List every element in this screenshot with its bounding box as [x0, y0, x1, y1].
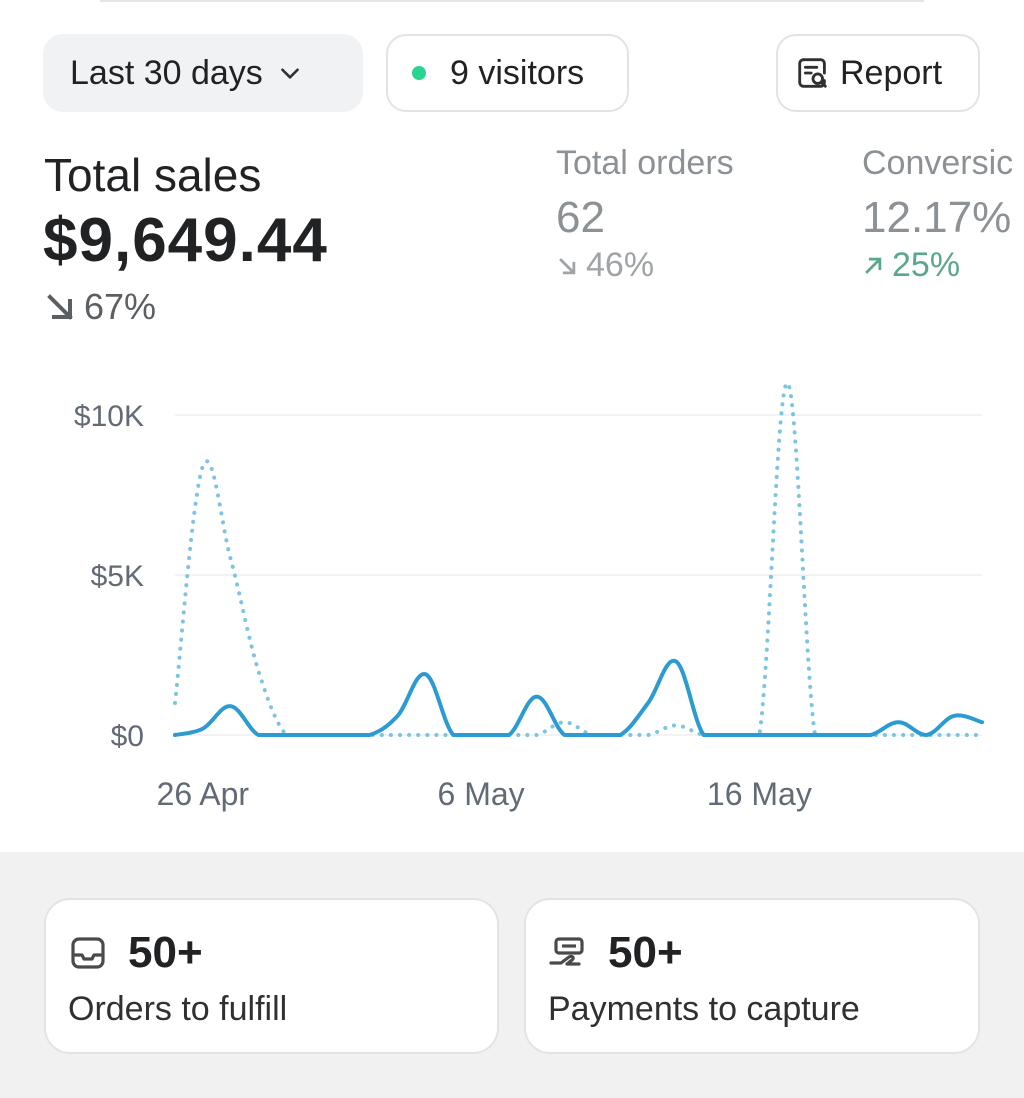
- date-range-label: Last 30 days: [70, 53, 263, 92]
- total-sales-value: $9,649.44: [43, 206, 328, 275]
- sales-chart: $10K $5K $0 26 Apr 6 May 16 May: [74, 381, 984, 812]
- y-tick-label: $0: [111, 720, 144, 753]
- orders-count-row: 50+: [68, 928, 203, 978]
- orders-count: 50+: [128, 928, 203, 977]
- total-orders-delta-value: 46%: [586, 246, 655, 284]
- payments-label: Payments to capture: [548, 990, 860, 1028]
- conversion-delta-value: 25%: [892, 246, 961, 284]
- live-visitors-button[interactable]: 9 visitors: [386, 34, 629, 112]
- y-tick-label: $10K: [74, 400, 144, 433]
- arrow-up-right-icon: [865, 257, 882, 274]
- conversion-delta: 25%: [862, 246, 960, 285]
- x-axis: 26 Apr 6 May 16 May: [157, 776, 812, 812]
- y-tick-label: $5K: [91, 560, 144, 593]
- total-orders-value: 62: [556, 193, 605, 242]
- orders-label: Orders to fulfill: [68, 990, 288, 1028]
- total-orders-title: Total orders: [556, 144, 734, 182]
- total-sales-delta-value: 67%: [84, 286, 157, 327]
- x-tick-label: 26 Apr: [157, 776, 250, 812]
- x-tick-label: 16 May: [707, 776, 812, 812]
- inbox-icon: [71, 937, 105, 969]
- payments-count-row: 50+: [548, 928, 683, 978]
- comparison-series-line: [173, 381, 984, 737]
- payments-count: 50+: [608, 928, 683, 977]
- chevron-down-icon: [280, 68, 299, 79]
- y-axis: $10K $5K $0: [74, 400, 144, 753]
- top-divider: [100, 0, 924, 2]
- report-button[interactable]: Report: [776, 34, 980, 112]
- conversion-title: Conversic: [862, 144, 1014, 182]
- conversion-value: 12.17%: [862, 193, 1012, 242]
- visitors-label: 9 visitors: [450, 53, 585, 92]
- cash-hand-icon: [549, 937, 584, 966]
- arrow-down-right-icon: [47, 294, 73, 320]
- orders-to-fulfill-card[interactable]: 50+ Orders to fulfill: [44, 898, 499, 1054]
- current-series-line: [173, 658, 984, 737]
- arrow-down-right-icon: [559, 257, 576, 274]
- total-sales-title: Total sales: [44, 149, 262, 201]
- total-orders-delta: 46%: [556, 246, 654, 285]
- chart-series: [173, 381, 984, 737]
- total-sales-delta: 67%: [44, 286, 156, 328]
- report-icon: [798, 58, 827, 88]
- date-range-button[interactable]: Last 30 days: [43, 34, 363, 112]
- report-label: Report: [840, 53, 943, 92]
- live-dot-icon: [412, 66, 426, 80]
- chart-grid: [175, 414, 982, 736]
- x-tick-label: 6 May: [438, 776, 525, 812]
- payments-to-capture-card[interactable]: 50+ Payments to capture: [524, 898, 980, 1054]
